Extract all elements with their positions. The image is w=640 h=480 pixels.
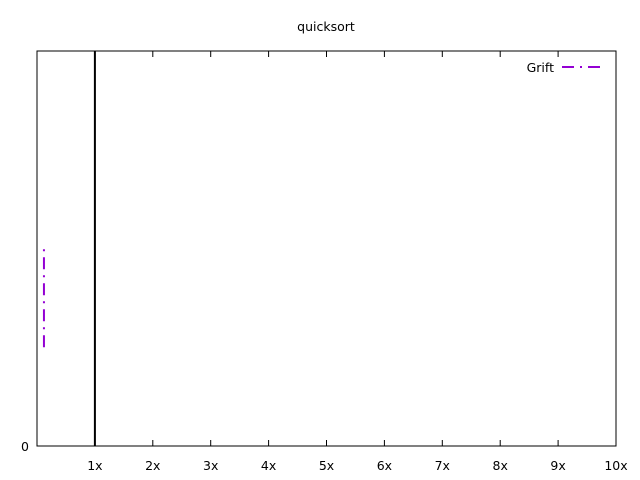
legend-label: Grift	[527, 60, 554, 75]
plot-area-frame	[36, 50, 617, 447]
chart-title: quicksort	[297, 19, 355, 34]
y-axis-ticks: 0	[21, 439, 43, 454]
x-tick-label: 2x	[145, 458, 160, 473]
x-tick-label: 5x	[319, 458, 334, 473]
x-tick-label: 3x	[203, 458, 218, 473]
x-tick-label: 8x	[493, 458, 508, 473]
x-axis-ticks: 1x 2x 3x 4x 5x 6x 7x 8x 9x 10x	[87, 51, 628, 473]
x-tick-label: 4x	[261, 458, 276, 473]
x-tick-label: 10x	[604, 458, 627, 473]
y-tick-label: 0	[21, 439, 29, 454]
legend: Grift	[527, 60, 603, 75]
x-tick-label: 1x	[87, 458, 102, 473]
x-tick-label: 6x	[377, 458, 392, 473]
x-tick-label: 9x	[550, 458, 565, 473]
x-tick-label: 7x	[435, 458, 450, 473]
